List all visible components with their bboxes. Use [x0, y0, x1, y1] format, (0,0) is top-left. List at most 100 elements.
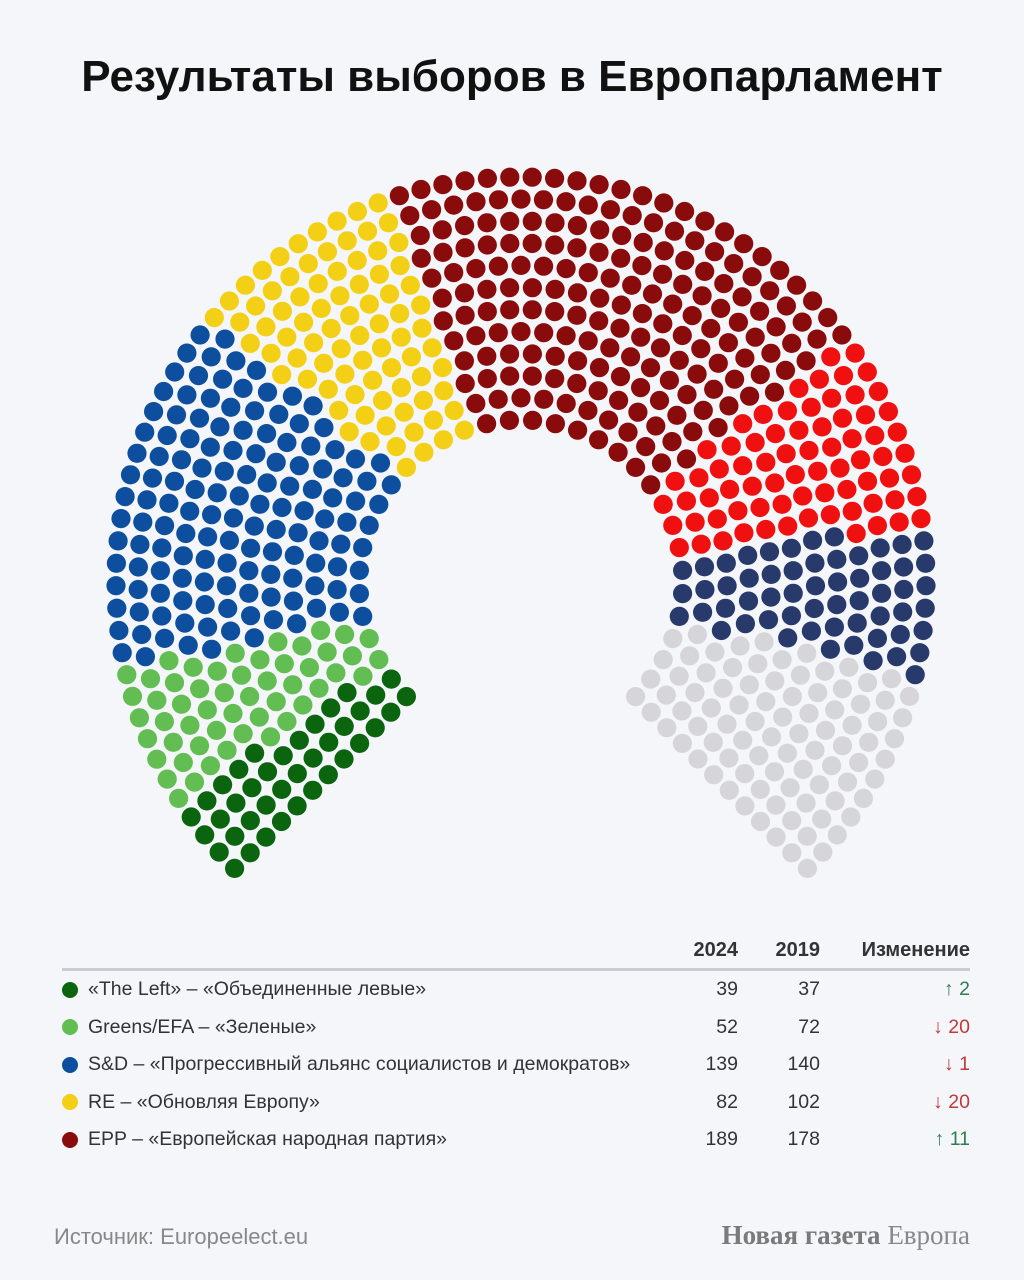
seat-dot: [777, 743, 798, 763]
table-row: RE – «Обновляя Европу» 82 102 ↓ 20: [62, 1084, 970, 1122]
seat-dot: [164, 673, 185, 693]
seat-dot: [379, 284, 400, 304]
seat-dot: [394, 402, 414, 422]
brand-rest: Европа: [887, 1220, 970, 1250]
seat-dot: [626, 457, 646, 477]
seat-dot: [252, 260, 272, 280]
seat-dot: [824, 617, 845, 637]
seat-dot: [656, 685, 676, 705]
seat-dot: [500, 366, 520, 386]
seat-dot: [230, 312, 250, 332]
seat-dot: [611, 248, 631, 268]
seat-dot: [892, 534, 912, 555]
seat-dot: [545, 168, 565, 188]
seat-dot: [522, 278, 543, 298]
seat-dot: [827, 549, 847, 570]
seat-dot: [822, 756, 842, 776]
seat-dot: [219, 291, 239, 311]
seat-dot: [198, 527, 218, 547]
seat-dot: [793, 486, 813, 506]
arrow-down-icon: ↓: [933, 1090, 943, 1113]
seat-dot: [233, 420, 253, 440]
seat-dot: [522, 167, 542, 187]
seat-dot: [266, 692, 286, 712]
seat-dot: [641, 475, 661, 495]
seat-dot: [511, 388, 531, 408]
seat-dot: [334, 749, 354, 769]
seat-dot: [545, 213, 565, 233]
seat-dot: [289, 456, 309, 476]
seat-dot: [735, 796, 755, 816]
seat-dot: [350, 325, 370, 346]
seat-dot: [894, 557, 914, 577]
seat-dot: [180, 429, 200, 449]
seat-dot: [330, 286, 350, 306]
seat-dot: [863, 493, 883, 513]
seat-dot: [612, 225, 632, 246]
seat-dot: [359, 515, 379, 536]
seat-dot: [753, 404, 773, 424]
seat-dot: [805, 740, 825, 760]
seat-dot: [369, 494, 389, 514]
seat-dot: [841, 807, 861, 827]
seat-dot: [837, 772, 858, 792]
seat-dot: [522, 211, 542, 231]
seat-dot: [455, 171, 475, 191]
seat-dot: [812, 809, 832, 829]
seat-dot: [432, 358, 453, 378]
change-value: 2: [959, 978, 970, 1001]
seat-dot: [764, 382, 785, 402]
seat-dot: [433, 311, 453, 331]
seat-dot: [109, 620, 129, 641]
seat-dot: [875, 690, 895, 710]
seat-dot: [308, 274, 328, 294]
seat-dot: [691, 534, 711, 554]
seat-dot: [499, 410, 519, 430]
seat-dot: [311, 298, 331, 318]
seat-dot: [414, 442, 434, 462]
segment-6: [669, 527, 936, 685]
seat-dot: [260, 727, 281, 747]
change-value: 20: [948, 1015, 970, 1038]
seat-dot: [813, 842, 833, 862]
seat-dot: [682, 306, 702, 326]
seat-dot: [197, 700, 217, 720]
seat-dot: [815, 720, 836, 741]
seat-dot: [916, 553, 936, 573]
seat-dot: [250, 650, 270, 670]
seat-dot: [669, 666, 689, 686]
seat-dot: [567, 305, 587, 325]
seat-dot: [636, 437, 656, 457]
seat-dot: [359, 294, 379, 314]
seat-dot: [693, 602, 713, 622]
seat-dot: [339, 422, 359, 442]
seat-dot: [235, 275, 255, 295]
seat-dot: [857, 362, 877, 382]
seat-dot: [232, 665, 252, 685]
seat-dot: [477, 302, 497, 322]
seat-dot: [796, 793, 816, 813]
seat-dot: [756, 452, 776, 472]
party-name: Greens/EFA – «Зеленые»: [88, 1015, 317, 1038]
seat-dot: [590, 288, 610, 308]
seat-dot: [839, 657, 859, 677]
seat-dot: [155, 516, 175, 536]
seat-dot: [368, 241, 388, 261]
seat-dot: [287, 796, 307, 816]
seat-dot: [137, 490, 157, 510]
seat-dot: [761, 343, 781, 363]
seat-dot: [257, 473, 277, 493]
seat-dot: [775, 360, 796, 380]
seat-dot: [280, 476, 300, 496]
seat-dot: [169, 788, 189, 809]
seat-dot: [631, 378, 651, 398]
seat-dot: [337, 512, 357, 532]
seat-dot: [642, 284, 663, 304]
seat-dot: [699, 488, 719, 508]
seat-dot: [245, 401, 265, 421]
seat-dot: [147, 690, 167, 710]
seat-dot: [369, 314, 389, 334]
seat-dot: [326, 663, 346, 683]
seat-dot: [884, 729, 905, 749]
seat-dot: [772, 650, 792, 670]
